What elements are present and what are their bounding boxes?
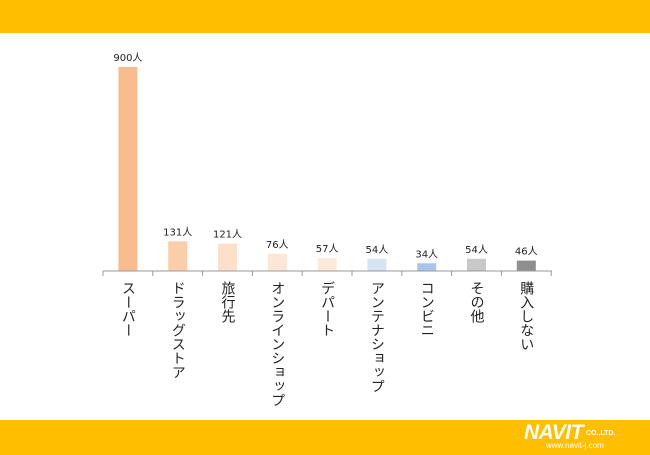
logo-url: www.navit-j.com (546, 441, 604, 450)
logo-wordmark: NAVIT (524, 421, 583, 444)
bar-6 (367, 258, 387, 271)
bar-5 (317, 258, 337, 271)
data-label-5: 57人 (316, 243, 339, 255)
data-label-3: 121人 (213, 229, 242, 241)
category-label-5: デパート (319, 281, 336, 337)
data-label-4: 76人 (266, 239, 289, 251)
category-label-7: コンビニ (418, 281, 435, 337)
category-label-4: オンラインショップ (269, 281, 286, 407)
top-banner (0, 0, 650, 33)
bar-8 (467, 258, 486, 271)
category-label-9: 購入しない (518, 281, 535, 351)
category-label-2: ドラッグストア (169, 281, 186, 379)
bar-7 (417, 263, 437, 271)
category-label-6: アンテナショップ (368, 281, 385, 393)
bar-2 (168, 241, 188, 271)
data-label-6: 54人 (366, 244, 389, 256)
data-label-2: 131人 (163, 226, 192, 238)
bar-9 (516, 260, 536, 271)
bar-chart: 900人 131人 121人 76人 57人 54人 34人 54人 46人 (102, 52, 552, 276)
bar-1 (118, 67, 138, 271)
bar-4 (267, 253, 287, 271)
data-label-7: 34人 (415, 248, 438, 260)
category-label-3: 旅行先 (219, 281, 236, 323)
category-label-1: スーパー (119, 281, 136, 337)
data-label-8: 54人 (465, 244, 488, 256)
bottom-banner (0, 420, 650, 455)
category-label-8: その他 (468, 281, 485, 323)
bar-3 (218, 243, 237, 271)
data-label-9: 46人 (515, 246, 538, 258)
logo-company-suffix: CO.,LTD. (586, 430, 616, 437)
data-label-1: 900人 (113, 52, 142, 64)
navit-logo: NAVIT CO.,LTD. www.navit-j.com (524, 422, 636, 452)
